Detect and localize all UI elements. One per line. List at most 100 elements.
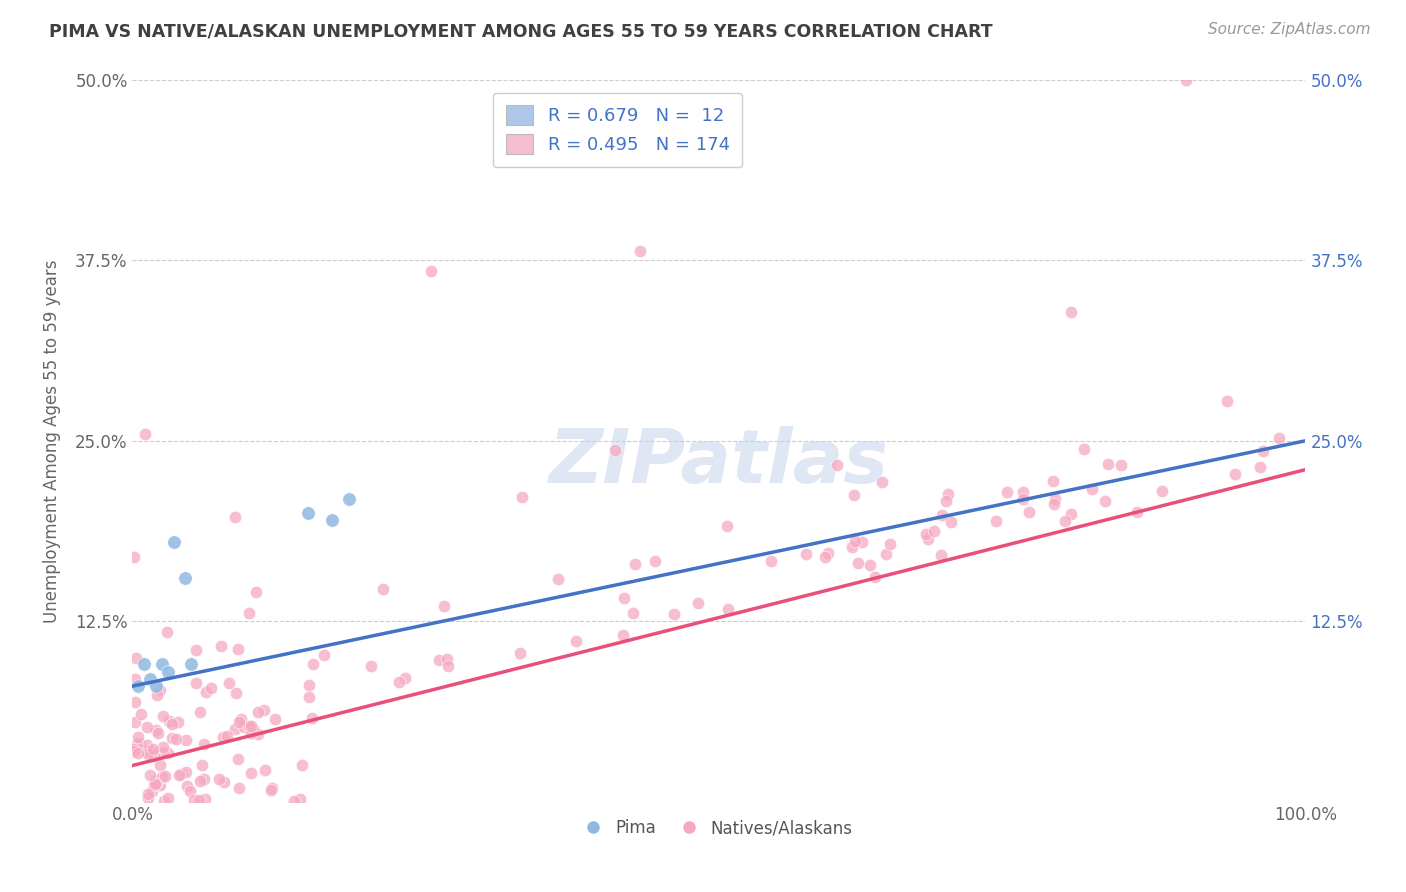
Point xyxy=(262,780,284,795)
Point xyxy=(373,582,395,596)
Point xyxy=(127,746,149,760)
Point xyxy=(145,723,167,737)
Point xyxy=(166,731,188,746)
Point xyxy=(188,706,211,720)
Point xyxy=(1267,431,1289,445)
Point xyxy=(302,657,325,672)
Point xyxy=(174,571,197,585)
Point xyxy=(759,554,782,568)
Point xyxy=(436,659,458,673)
Point xyxy=(1011,485,1033,500)
Point xyxy=(143,777,166,791)
Point xyxy=(247,727,270,741)
Point xyxy=(157,790,180,805)
Point xyxy=(547,572,569,586)
Text: Source: ZipAtlas.com: Source: ZipAtlas.com xyxy=(1208,22,1371,37)
Point xyxy=(229,712,252,726)
Point xyxy=(662,607,685,622)
Point xyxy=(841,540,863,554)
Point xyxy=(135,720,157,734)
Point xyxy=(290,792,312,806)
Point xyxy=(1053,514,1076,528)
Point xyxy=(228,715,250,730)
Point xyxy=(218,676,240,690)
Point xyxy=(142,748,165,763)
Point xyxy=(814,549,837,564)
Point xyxy=(167,715,190,730)
Point xyxy=(215,729,238,743)
Point xyxy=(156,665,179,679)
Point xyxy=(796,547,818,561)
Point xyxy=(291,758,314,772)
Legend: Pima, Natives/Alaskans: Pima, Natives/Alaskans xyxy=(578,813,859,844)
Point xyxy=(136,738,159,752)
Point xyxy=(141,745,163,759)
Point xyxy=(1018,505,1040,519)
Point xyxy=(509,646,531,660)
Point xyxy=(134,427,156,442)
Point xyxy=(846,556,869,570)
Point xyxy=(145,773,167,788)
Point xyxy=(145,679,167,693)
Point xyxy=(859,558,882,573)
Point xyxy=(297,506,319,520)
Point xyxy=(851,535,873,549)
Point xyxy=(184,676,207,690)
Point xyxy=(136,787,159,801)
Point xyxy=(510,490,533,504)
Point xyxy=(922,524,945,538)
Point xyxy=(716,519,738,533)
Point xyxy=(224,510,246,524)
Point xyxy=(842,488,865,502)
Point xyxy=(167,768,190,782)
Point xyxy=(212,775,235,789)
Point xyxy=(156,625,179,640)
Point xyxy=(224,723,246,737)
Point xyxy=(143,777,166,791)
Point xyxy=(150,657,173,672)
Point xyxy=(180,657,202,672)
Point xyxy=(929,548,952,562)
Point xyxy=(875,547,897,561)
Point xyxy=(226,642,249,657)
Point xyxy=(139,672,162,686)
Point xyxy=(939,515,962,529)
Point xyxy=(612,627,634,641)
Point xyxy=(420,264,443,278)
Point xyxy=(233,720,256,734)
Point xyxy=(122,743,145,757)
Point xyxy=(613,591,636,606)
Point xyxy=(935,494,957,508)
Point xyxy=(128,736,150,750)
Point xyxy=(174,765,197,780)
Point xyxy=(1125,505,1147,519)
Point xyxy=(995,485,1018,500)
Point xyxy=(157,714,180,728)
Point xyxy=(312,648,335,662)
Point xyxy=(238,606,260,620)
Point xyxy=(157,746,180,760)
Point xyxy=(321,513,343,527)
Point xyxy=(190,757,212,772)
Point xyxy=(142,742,165,756)
Point xyxy=(427,653,450,667)
Point xyxy=(1097,457,1119,471)
Point xyxy=(149,757,172,772)
Point xyxy=(644,554,666,568)
Point xyxy=(254,764,277,778)
Point xyxy=(150,770,173,784)
Point xyxy=(1012,491,1035,506)
Point xyxy=(931,508,953,523)
Point xyxy=(245,584,267,599)
Point xyxy=(298,678,321,692)
Point xyxy=(240,726,263,740)
Point xyxy=(152,739,174,754)
Point xyxy=(1249,459,1271,474)
Point xyxy=(238,719,260,733)
Point xyxy=(603,442,626,457)
Point xyxy=(226,752,249,766)
Point xyxy=(436,652,458,666)
Point xyxy=(240,719,263,733)
Point xyxy=(917,532,939,546)
Point xyxy=(301,711,323,725)
